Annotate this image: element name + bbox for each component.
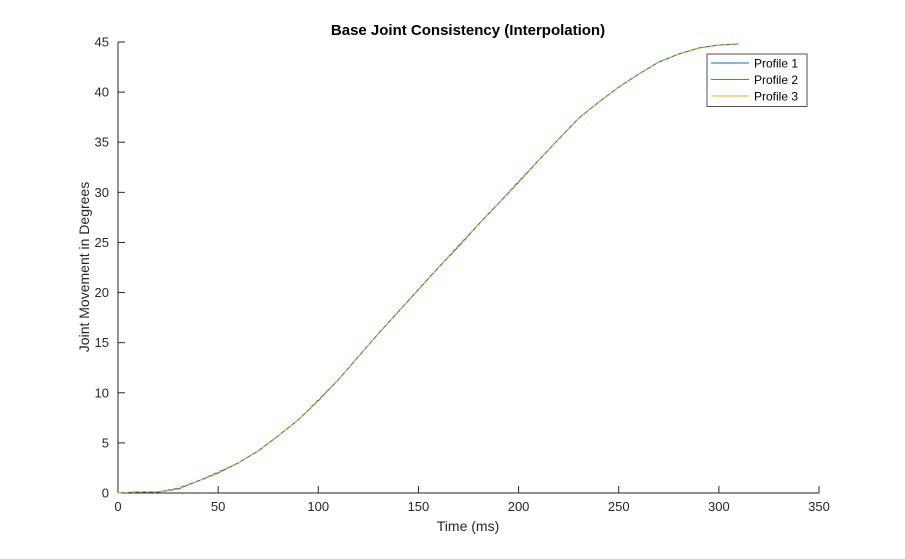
- plot-area: [118, 42, 819, 493]
- y-tick-label: 20: [95, 285, 109, 300]
- y-tick-label: 5: [102, 435, 109, 450]
- y-tick-label: 30: [95, 185, 109, 200]
- legend-label: Profile 1: [754, 57, 798, 71]
- y-tick-label: 35: [95, 135, 109, 150]
- y-tick-label: 0: [102, 486, 109, 501]
- x-tick-label: 300: [708, 499, 730, 514]
- legend-label: Profile 3: [754, 90, 798, 104]
- x-axis-label: Time (ms): [437, 518, 499, 534]
- y-tick-label: 10: [95, 385, 109, 400]
- x-tick-label: 50: [211, 499, 225, 514]
- series-lines: [117, 43, 739, 494]
- x-tick-label: 0: [114, 499, 121, 514]
- x-tick-label: 250: [608, 499, 630, 514]
- x-tick-label: 100: [307, 499, 329, 514]
- chart-title: Base Joint Consistency (Interpolation): [331, 22, 605, 39]
- y-axis-label: Joint Movement in Degrees: [76, 182, 92, 352]
- y-tick-label: 15: [95, 335, 109, 350]
- y-tick-label: 45: [95, 35, 109, 50]
- series-line-profile-2: [117, 43, 739, 494]
- x-tick-label: 350: [808, 499, 830, 514]
- x-tick-label: 200: [508, 499, 530, 514]
- y-tick-label: 40: [95, 85, 109, 100]
- y-tick-label: 25: [95, 235, 109, 250]
- legend: Profile 1 Profile 2 Profile 3: [706, 53, 808, 107]
- legend-label: Profile 2: [754, 73, 798, 87]
- series-line-profile-3: [117, 43, 739, 494]
- x-tick-label: 150: [408, 499, 430, 514]
